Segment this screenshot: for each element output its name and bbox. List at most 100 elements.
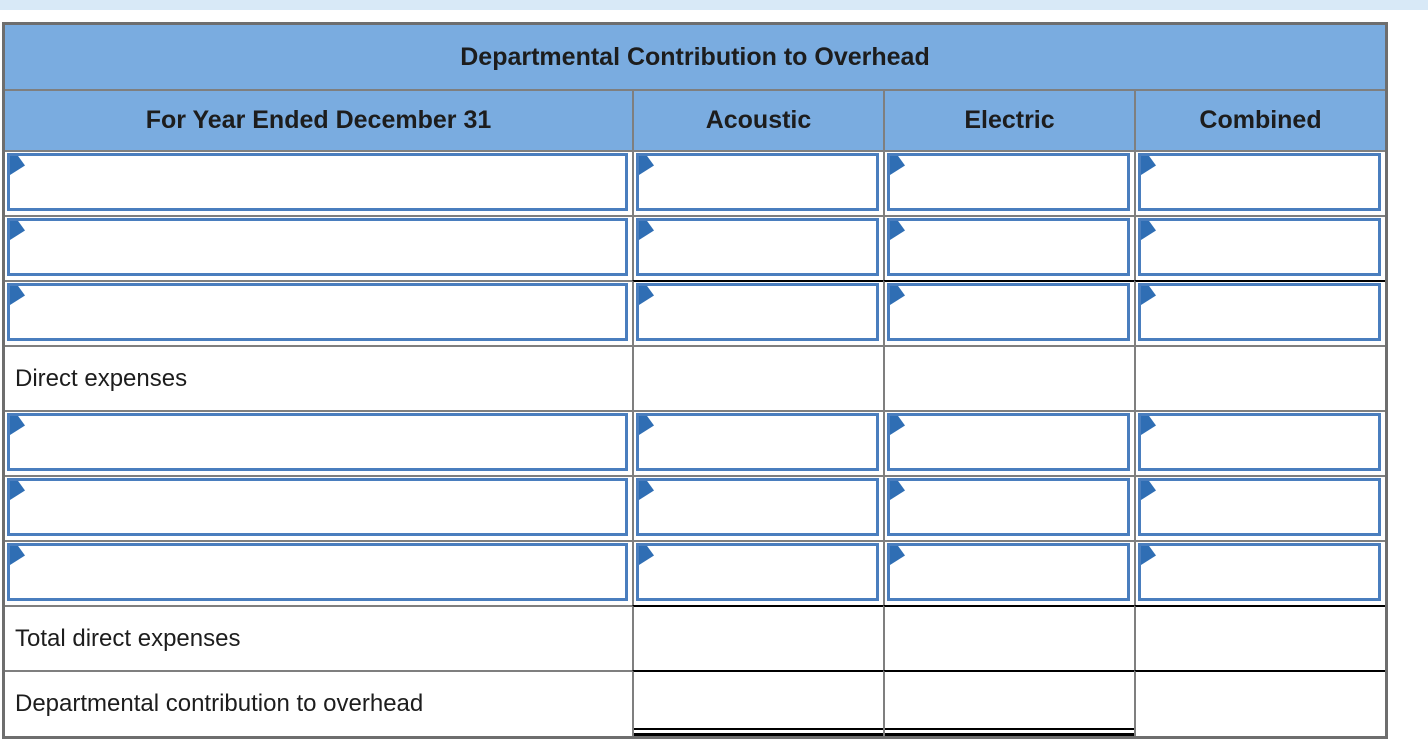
input-cell-row1-label[interactable]: [7, 153, 628, 211]
flag-icon: [10, 481, 25, 500]
input-cell-row2-acoustic[interactable]: [636, 218, 879, 276]
empty-cell-contribution-electric: [883, 670, 1134, 736]
flag-icon: [10, 286, 25, 305]
input-cell-row4-combined[interactable]: [1138, 413, 1381, 471]
empty-cell-direct-expenses-combined: [1134, 345, 1385, 410]
cell-row1-combined: [1134, 150, 1385, 215]
total-direct-expenses-label: Total direct expenses: [5, 605, 632, 670]
input-cell-row3-combined[interactable]: [1138, 283, 1381, 341]
departmental-contribution-row: Departmental contribution to overhead: [5, 670, 1385, 736]
input-cell-row6-combined[interactable]: [1138, 543, 1381, 601]
table-title: Departmental Contribution to Overhead: [5, 25, 1385, 89]
cell-row1-acoustic: [632, 150, 883, 215]
flag-icon: [1141, 416, 1156, 435]
input-cell-row2-label[interactable]: [7, 218, 628, 276]
empty-cell-total-combined: [1134, 605, 1385, 670]
flag-icon: [1141, 286, 1156, 305]
departmental-contribution-label: Departmental contribution to overhead: [5, 670, 632, 736]
flag-icon: [890, 221, 905, 240]
cell-row6-combined: [1134, 540, 1385, 605]
cell-row1-label: [5, 150, 632, 215]
input-cell-row1-combined[interactable]: [1138, 153, 1381, 211]
input-cell-row6-label[interactable]: [7, 543, 628, 601]
input-row-6: [5, 540, 1385, 605]
cell-row3-label: [5, 280, 632, 345]
flag-icon: [1141, 546, 1156, 565]
cell-row2-acoustic: [632, 215, 883, 280]
cell-row2-combined: [1134, 215, 1385, 280]
column-header-for-year-ended: For Year Ended December 31: [5, 89, 632, 150]
column-header-row: For Year Ended December 31 Acoustic Elec…: [5, 89, 1385, 150]
total-direct-expenses-row: Total direct expenses: [5, 605, 1385, 670]
flag-icon: [10, 156, 25, 175]
flag-icon: [639, 481, 654, 500]
input-row-2: [5, 215, 1385, 280]
input-cell-row4-electric[interactable]: [887, 413, 1130, 471]
cell-row5-label: [5, 475, 632, 540]
empty-cell-contribution-acoustic: [632, 670, 883, 736]
empty-cell-direct-expenses-electric: [883, 345, 1134, 410]
page-top-strip: [0, 0, 1428, 10]
input-cell-row3-acoustic[interactable]: [636, 283, 879, 341]
input-cell-row3-label[interactable]: [7, 283, 628, 341]
flag-icon: [639, 546, 654, 565]
input-cell-row1-electric[interactable]: [887, 153, 1130, 211]
input-cell-row2-combined[interactable]: [1138, 218, 1381, 276]
cell-row3-acoustic: [632, 280, 883, 345]
flag-icon: [1141, 156, 1156, 175]
column-header-combined: Combined: [1134, 89, 1385, 150]
flag-icon: [639, 416, 654, 435]
flag-icon: [639, 156, 654, 175]
input-cell-row5-combined[interactable]: [1138, 478, 1381, 536]
direct-expenses-label: Direct expenses: [5, 345, 632, 410]
input-row-4: [5, 410, 1385, 475]
flag-icon: [639, 221, 654, 240]
input-cell-row6-electric[interactable]: [887, 543, 1130, 601]
input-cell-row1-acoustic[interactable]: [636, 153, 879, 211]
input-cell-row4-label[interactable]: [7, 413, 628, 471]
empty-cell-total-acoustic: [632, 605, 883, 670]
double-underline: [634, 728, 883, 736]
flag-icon: [1141, 481, 1156, 500]
flag-icon: [639, 286, 654, 305]
column-header-acoustic: Acoustic: [632, 89, 883, 150]
flag-icon: [890, 156, 905, 175]
departmental-contribution-table: Departmental Contribution to Overhead Fo…: [2, 22, 1388, 739]
table-title-row: Departmental Contribution to Overhead: [5, 25, 1385, 89]
direct-expenses-row: Direct expenses: [5, 345, 1385, 410]
input-cell-row5-acoustic[interactable]: [636, 478, 879, 536]
input-cell-row3-electric[interactable]: [887, 283, 1130, 341]
input-row-5: [5, 475, 1385, 540]
flag-icon: [890, 416, 905, 435]
empty-cell-direct-expenses-acoustic: [632, 345, 883, 410]
flag-icon: [1141, 221, 1156, 240]
flag-icon: [10, 546, 25, 565]
cell-row4-label: [5, 410, 632, 475]
input-row-1: [5, 150, 1385, 215]
cell-row6-label: [5, 540, 632, 605]
double-underline: [885, 728, 1134, 736]
column-header-electric: Electric: [883, 89, 1134, 150]
cell-row3-combined: [1134, 280, 1385, 345]
input-cell-row2-electric[interactable]: [887, 218, 1130, 276]
cell-row3-electric: [883, 280, 1134, 345]
flag-icon: [10, 221, 25, 240]
input-cell-row6-acoustic[interactable]: [636, 543, 879, 601]
flag-icon: [890, 546, 905, 565]
flag-icon: [890, 481, 905, 500]
flag-icon: [890, 286, 905, 305]
cell-row4-electric: [883, 410, 1134, 475]
cell-row5-acoustic: [632, 475, 883, 540]
input-cell-row4-acoustic[interactable]: [636, 413, 879, 471]
input-cell-row5-electric[interactable]: [887, 478, 1130, 536]
cell-row4-combined: [1134, 410, 1385, 475]
input-row-3: [5, 280, 1385, 345]
cell-row6-electric: [883, 540, 1134, 605]
cell-row4-acoustic: [632, 410, 883, 475]
input-cell-row5-label[interactable]: [7, 478, 628, 536]
cell-row5-combined: [1134, 475, 1385, 540]
flag-icon: [10, 416, 25, 435]
empty-cell-contribution-combined: [1134, 670, 1385, 736]
cell-row2-electric: [883, 215, 1134, 280]
cell-row1-electric: [883, 150, 1134, 215]
